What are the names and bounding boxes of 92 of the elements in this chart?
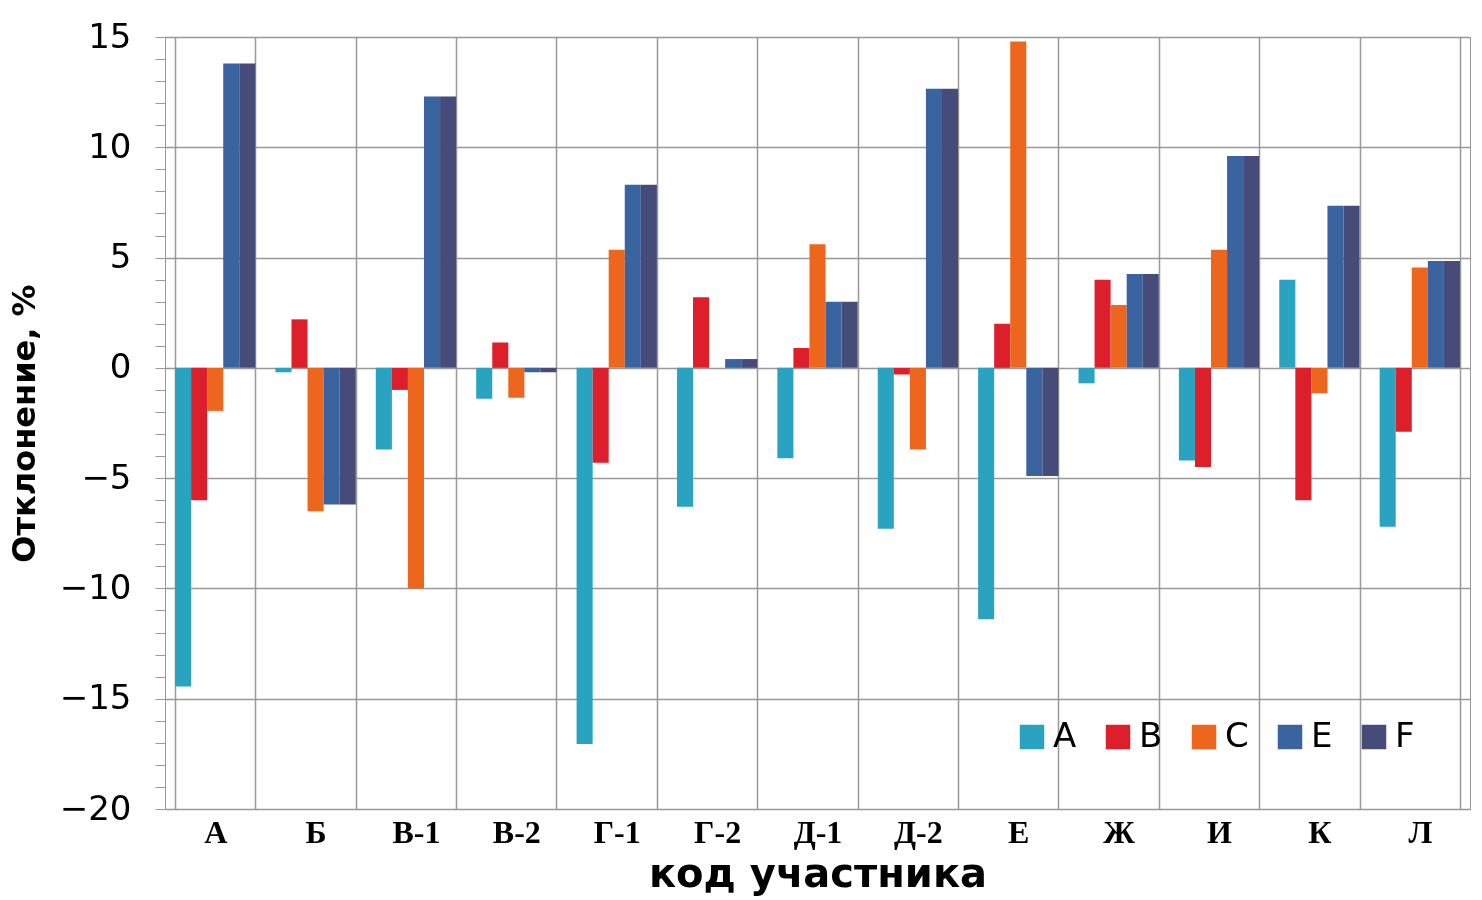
bar [608,249,625,368]
bar [624,184,641,368]
x-tick-label: Г-1 [593,813,641,850]
x-tick-label: В-2 [492,813,541,850]
bar [323,367,340,505]
bar [1427,260,1444,368]
bar [307,367,324,512]
bar [524,367,541,373]
bar [223,63,240,368]
bar [1010,41,1027,368]
y-tick-label: 0 [109,346,132,387]
bar [676,367,694,507]
bar [291,319,308,368]
bar [1379,367,1396,527]
bar [1343,205,1360,368]
legend-label: A [1053,715,1077,755]
bar [175,367,192,687]
bar [893,367,910,375]
x-tick-label: Е [1008,813,1030,850]
bar [440,96,457,368]
bar [1395,367,1412,432]
x-axis-title: код участника [648,849,988,896]
bar [207,367,224,411]
bar [994,323,1011,368]
bar [576,367,593,744]
y-axis-title: Отклонение, % [4,284,43,563]
legend-label: B [1139,715,1163,755]
x-tick-label: Ж [1103,813,1136,850]
bar [592,367,609,463]
x-tick-label: В-1 [392,813,441,850]
bar [492,342,509,368]
legend-label: C [1225,715,1249,755]
y-tick-label: 15 [88,15,132,56]
bar [693,297,710,368]
bar [1094,279,1111,368]
bar [1243,156,1260,368]
bar [1142,274,1159,368]
bar [407,367,424,589]
bar [391,367,408,390]
bar [809,244,826,368]
x-tick-label: Д-2 [894,813,943,850]
bar [1227,156,1244,368]
bar [1126,274,1143,368]
bar [741,359,758,368]
bar [793,348,810,368]
bar [1411,267,1428,368]
bar [1178,367,1195,461]
bar [640,184,657,368]
bar [841,301,858,368]
bar [540,367,557,373]
bar [1279,279,1296,368]
bar [777,367,794,459]
y-tick-label: −5 [81,456,132,497]
x-tick-label: И [1207,813,1233,850]
bar [508,367,525,398]
bar [339,367,356,505]
x-tick-label: Л [1408,813,1433,850]
bar [275,367,292,373]
bar [725,359,742,368]
bar [1026,367,1043,476]
bar [1295,367,1312,501]
x-tick-label: А [204,813,228,850]
bar [825,301,842,368]
bar [877,367,894,529]
bar [1311,367,1328,394]
bar [239,63,256,368]
y-tick-label: −20 [59,787,132,828]
bar [423,96,441,368]
bar [925,88,942,368]
bar [375,367,392,450]
y-tick-label: −10 [59,566,132,607]
bar [1078,367,1095,384]
bar [191,367,208,501]
legend-label: F [1395,715,1415,755]
bar [909,367,926,450]
x-tick-label: Г-2 [694,813,742,850]
bar [1327,205,1344,368]
y-tick-label: −15 [59,677,132,718]
bar [941,88,959,368]
bar [1110,304,1127,368]
bar [978,367,995,620]
y-tick-label: 10 [88,125,132,166]
legend-label: E [1311,715,1333,755]
x-tick-label: Д-1 [793,813,843,850]
bar [1211,249,1228,368]
y-tick-label: 5 [109,236,132,277]
bar [1443,260,1460,368]
bar [1194,367,1212,468]
bar [476,367,493,399]
bar [1042,367,1059,476]
x-tick-label: Б [305,813,327,850]
x-tick-label: К [1308,813,1332,850]
